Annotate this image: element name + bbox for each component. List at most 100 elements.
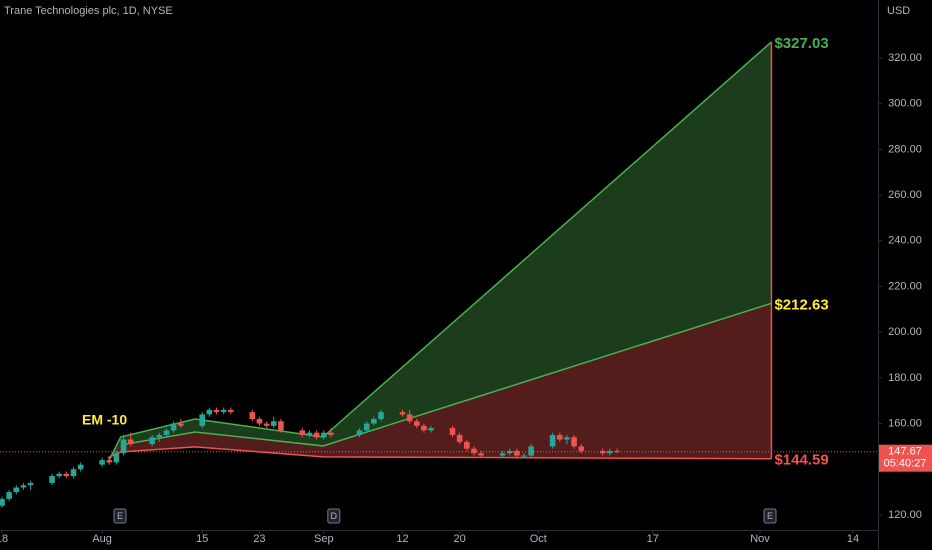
candle-body bbox=[528, 446, 534, 456]
candle-body bbox=[499, 453, 506, 456]
candle-body bbox=[228, 409, 234, 413]
candle-body bbox=[70, 469, 77, 477]
candle-body bbox=[306, 432, 313, 435]
candle-body bbox=[363, 423, 370, 431]
candle-body bbox=[356, 430, 363, 435]
y-tick-label: 280.00 bbox=[888, 143, 922, 155]
candle-body bbox=[564, 437, 570, 440]
candle-body bbox=[471, 448, 477, 454]
candle-body bbox=[614, 450, 620, 452]
y-tick-label: 300.00 bbox=[888, 98, 922, 110]
candle-body bbox=[320, 432, 327, 438]
candle-body bbox=[428, 428, 434, 431]
y-tick-label: 260.00 bbox=[888, 189, 922, 201]
candle-body bbox=[177, 423, 184, 426]
x-tick-label: Sep bbox=[314, 533, 334, 545]
plot-area bbox=[0, 41, 878, 509]
candle-body bbox=[49, 476, 55, 483]
candle-body bbox=[399, 412, 406, 415]
event-marker bbox=[113, 508, 127, 524]
candle-body bbox=[413, 421, 420, 426]
candle-body bbox=[270, 421, 277, 426]
x-tick-label: 12 bbox=[396, 533, 408, 545]
candle-body bbox=[99, 460, 105, 465]
candle-body bbox=[0, 498, 5, 506]
candle-body bbox=[578, 446, 585, 451]
event-marker bbox=[327, 508, 341, 524]
candle-body bbox=[521, 455, 527, 457]
x-tick-label: 15 bbox=[196, 533, 208, 545]
projection-area bbox=[107, 303, 772, 459]
candle-body bbox=[556, 434, 563, 440]
x-tick-label: 14 bbox=[847, 533, 859, 545]
candle-body bbox=[206, 409, 213, 415]
candle-body bbox=[256, 418, 263, 424]
event-label: D bbox=[331, 511, 338, 521]
price-tag bbox=[879, 444, 932, 472]
x-tick-label: 20 bbox=[454, 533, 466, 545]
candle-body bbox=[213, 409, 220, 413]
x-tick-label: Aug bbox=[92, 533, 112, 545]
candle-body bbox=[149, 437, 155, 445]
annotation: EM -10 bbox=[82, 412, 127, 428]
candle-body bbox=[549, 434, 556, 447]
candle-body bbox=[421, 425, 427, 431]
candle-body bbox=[163, 430, 170, 435]
x-tick-label: 23 bbox=[253, 533, 265, 545]
candle-body bbox=[170, 423, 177, 431]
candle-body bbox=[13, 487, 20, 493]
candle-body bbox=[156, 434, 163, 438]
y-tick-label: 220.00 bbox=[888, 280, 922, 292]
y-tick-label: 160.00 bbox=[888, 417, 922, 429]
candle-body bbox=[449, 428, 456, 435]
event-marker bbox=[763, 508, 777, 524]
candle-body bbox=[27, 482, 34, 486]
candle-body bbox=[106, 460, 113, 463]
y-tick-label: 320.00 bbox=[888, 52, 922, 64]
candle-body bbox=[299, 430, 306, 435]
y-axis-label: USD bbox=[887, 5, 910, 17]
candle-body bbox=[199, 414, 206, 426]
chart-title: Trane Technologies plc, 1D, NYSE bbox=[4, 5, 173, 17]
candle-body bbox=[378, 412, 384, 419]
projection-area bbox=[107, 41, 772, 463]
candle-body bbox=[478, 453, 484, 456]
candle-body bbox=[464, 441, 470, 449]
candle-body bbox=[263, 423, 270, 426]
candle-body bbox=[514, 450, 520, 456]
candle-body bbox=[56, 473, 63, 477]
projection-label: $144.59 bbox=[774, 452, 828, 469]
price-tag-value: 147.67 bbox=[888, 446, 922, 458]
candle-body bbox=[127, 439, 134, 445]
candle-body bbox=[406, 414, 413, 422]
candle-body bbox=[120, 439, 127, 454]
x-tick-label: 17 bbox=[647, 533, 659, 545]
candle-body bbox=[371, 418, 377, 424]
candle-body bbox=[20, 485, 27, 488]
candle-body bbox=[313, 432, 320, 438]
y-tick-label: 180.00 bbox=[888, 372, 922, 384]
candle-body bbox=[220, 409, 227, 413]
y-tick-label: 200.00 bbox=[888, 326, 922, 338]
candle-body bbox=[113, 453, 120, 463]
candle-body bbox=[278, 421, 284, 431]
candle-body bbox=[328, 432, 334, 435]
projection-line bbox=[120, 302, 772, 447]
candle-body bbox=[63, 473, 70, 477]
projection-label: $327.03 bbox=[774, 35, 828, 52]
candle-body bbox=[77, 464, 84, 470]
candle-body bbox=[599, 450, 606, 454]
projection-line bbox=[107, 41, 772, 464]
candle-body bbox=[506, 450, 513, 454]
projection-label: $212.63 bbox=[774, 296, 828, 313]
y-tick-label: 240.00 bbox=[888, 235, 922, 247]
candle-body bbox=[456, 434, 463, 442]
candle-body bbox=[6, 492, 12, 499]
x-tick-label: Nov bbox=[750, 533, 770, 545]
event-label: E bbox=[767, 511, 773, 521]
candle-body bbox=[249, 412, 256, 419]
x-tick-label: Oct bbox=[530, 533, 547, 545]
candle-body bbox=[571, 437, 577, 447]
